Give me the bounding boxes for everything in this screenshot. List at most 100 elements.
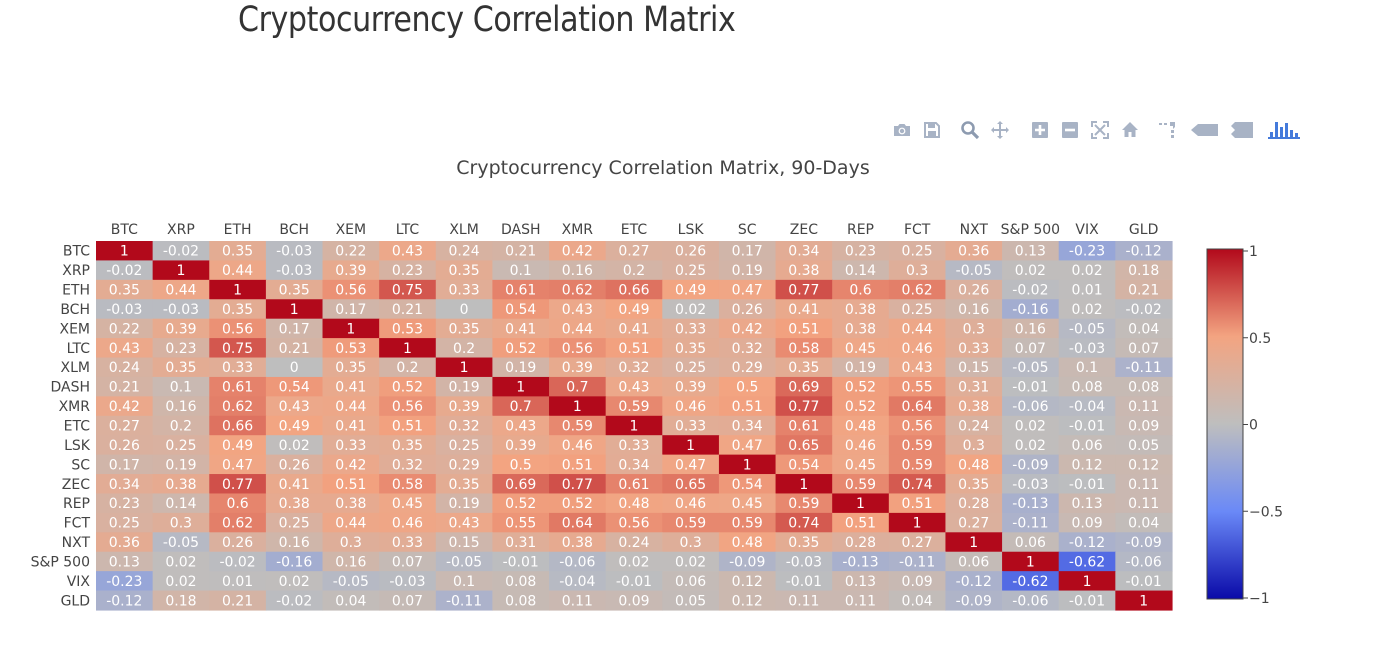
heatmap-cells[interactable]: 1 -0.02 0.35 -0.03 0.22 0.43 0.24 0.21 0.42 0.27 0… xyxy=(96,241,1173,611)
heatmap-cell[interactable] xyxy=(322,571,380,592)
heatmap-cell[interactable] xyxy=(605,299,663,320)
heatmap-cell[interactable] xyxy=(209,590,267,611)
heatmap-cell[interactable] xyxy=(775,454,833,475)
heatmap-cell[interactable] xyxy=(1115,551,1173,572)
heatmap-cell[interactable] xyxy=(435,474,494,495)
heatmap-cell[interactable] xyxy=(1115,241,1173,262)
heatmap-cell[interactable] xyxy=(775,279,833,300)
autoscale-icon[interactable] xyxy=(1090,120,1110,140)
heatmap-cell[interactable] xyxy=(379,338,437,359)
heatmap-cell[interactable] xyxy=(945,571,1003,592)
heatmap-cell[interactable] xyxy=(662,551,720,572)
heatmap-cell[interactable] xyxy=(1058,279,1116,300)
heatmap-cell[interactable] xyxy=(832,376,890,397)
heatmap-cell[interactable] xyxy=(209,435,267,456)
heatmap-cell[interactable] xyxy=(265,454,324,475)
heatmap-cell[interactable] xyxy=(718,299,777,320)
heatmap-cell[interactable] xyxy=(1002,590,1060,611)
heatmap-cell[interactable] xyxy=(435,454,494,475)
heatmap-cell[interactable] xyxy=(549,376,607,397)
heatmap-cell[interactable] xyxy=(945,357,1003,378)
heatmap-cell[interactable] xyxy=(492,454,550,475)
heatmap-cell[interactable] xyxy=(152,318,210,339)
heatmap-cell[interactable] xyxy=(322,551,380,572)
heatmap-cell[interactable] xyxy=(152,493,210,514)
heatmap-cell[interactable] xyxy=(832,551,890,572)
heatmap-cell[interactable] xyxy=(322,299,380,320)
heatmap-cell[interactable] xyxy=(945,474,1003,495)
heatmap-cell[interactable] xyxy=(379,260,437,281)
heatmap-cell[interactable] xyxy=(152,396,210,417)
heatmap-cell[interactable] xyxy=(209,318,267,339)
zoom-icon[interactable] xyxy=(960,120,980,140)
heatmap-cell[interactable] xyxy=(435,396,494,417)
heatmap-cell[interactable] xyxy=(549,357,607,378)
heatmap-cell[interactable] xyxy=(549,590,607,611)
heatmap-cell[interactable] xyxy=(209,571,267,592)
heatmap-cell[interactable] xyxy=(1058,474,1116,495)
heatmap-cell[interactable] xyxy=(96,512,154,533)
heatmap-cell[interactable] xyxy=(152,279,210,300)
zoom-out-icon[interactable] xyxy=(1060,120,1080,140)
heatmap-cell[interactable] xyxy=(492,493,550,514)
heatmap-cell[interactable] xyxy=(549,396,607,417)
heatmap-cell[interactable] xyxy=(718,415,777,436)
heatmap-cell[interactable] xyxy=(1115,396,1173,417)
heatmap-cell[interactable] xyxy=(549,241,607,262)
heatmap-cell[interactable] xyxy=(1002,396,1060,417)
heatmap-cell[interactable] xyxy=(209,376,267,397)
heatmap-cell[interactable] xyxy=(1002,571,1060,592)
heatmap-cell[interactable] xyxy=(605,590,663,611)
heatmap-cell[interactable] xyxy=(718,318,777,339)
heatmap-cell[interactable] xyxy=(662,415,720,436)
camera-icon[interactable] xyxy=(892,120,912,140)
heatmap-cell[interactable] xyxy=(209,260,267,281)
heatmap-cell[interactable] xyxy=(379,454,437,475)
heatmap-cell[interactable] xyxy=(1002,299,1060,320)
heatmap-cell[interactable] xyxy=(96,299,154,320)
heatmap-cell[interactable] xyxy=(265,396,324,417)
heatmap-cell[interactable] xyxy=(322,279,380,300)
heatmap-cell[interactable] xyxy=(322,260,380,281)
heatmap-cell[interactable] xyxy=(832,512,890,533)
heatmap-cell[interactable] xyxy=(605,279,663,300)
heatmap-cell[interactable] xyxy=(662,512,720,533)
heatmap-cell[interactable] xyxy=(662,260,720,281)
heatmap-cell[interactable] xyxy=(888,532,947,553)
heatmap-cell[interactable] xyxy=(152,454,210,475)
heatmap-cell[interactable] xyxy=(549,474,607,495)
heatmap-cell[interactable] xyxy=(775,338,833,359)
heatmap-cell[interactable] xyxy=(832,474,890,495)
heatmap-cell[interactable] xyxy=(1115,299,1173,320)
heatmap-cell[interactable] xyxy=(96,376,154,397)
heatmap-cell[interactable] xyxy=(379,474,437,495)
heatmap-cell[interactable] xyxy=(718,571,777,592)
heatmap-cell[interactable] xyxy=(662,590,720,611)
heatmap-cell[interactable] xyxy=(265,571,324,592)
heatmap-cell[interactable] xyxy=(832,590,890,611)
heatmap-cell[interactable] xyxy=(888,396,947,417)
heatmap-cell[interactable] xyxy=(492,590,550,611)
heatmap-cell[interactable] xyxy=(888,260,947,281)
heatmap-cell[interactable] xyxy=(662,571,720,592)
heatmap-cell[interactable] xyxy=(1058,376,1116,397)
heatmap-cell[interactable] xyxy=(322,338,380,359)
heatmap-cell[interactable] xyxy=(152,357,210,378)
heatmap-cell[interactable] xyxy=(322,318,380,339)
heatmap-cell[interactable] xyxy=(549,318,607,339)
heatmap-cell[interactable] xyxy=(1058,241,1116,262)
heatmap-cell[interactable] xyxy=(379,590,437,611)
heatmap-cell[interactable] xyxy=(152,435,210,456)
heatmap-cell[interactable] xyxy=(96,532,154,553)
heatmap-cell[interactable] xyxy=(96,474,154,495)
heatmap-cell[interactable] xyxy=(152,415,210,436)
heatmap-cell[interactable] xyxy=(435,415,494,436)
heatmap-cell[interactable] xyxy=(492,551,550,572)
heatmap-cell[interactable] xyxy=(379,493,437,514)
heatmap-cell[interactable] xyxy=(492,435,550,456)
heatmap-cell[interactable] xyxy=(775,435,833,456)
heatmap-cell[interactable] xyxy=(662,338,720,359)
heatmap-cell[interactable] xyxy=(265,435,324,456)
heatmap-cell[interactable] xyxy=(152,590,210,611)
heatmap-cell[interactable] xyxy=(1058,532,1116,553)
